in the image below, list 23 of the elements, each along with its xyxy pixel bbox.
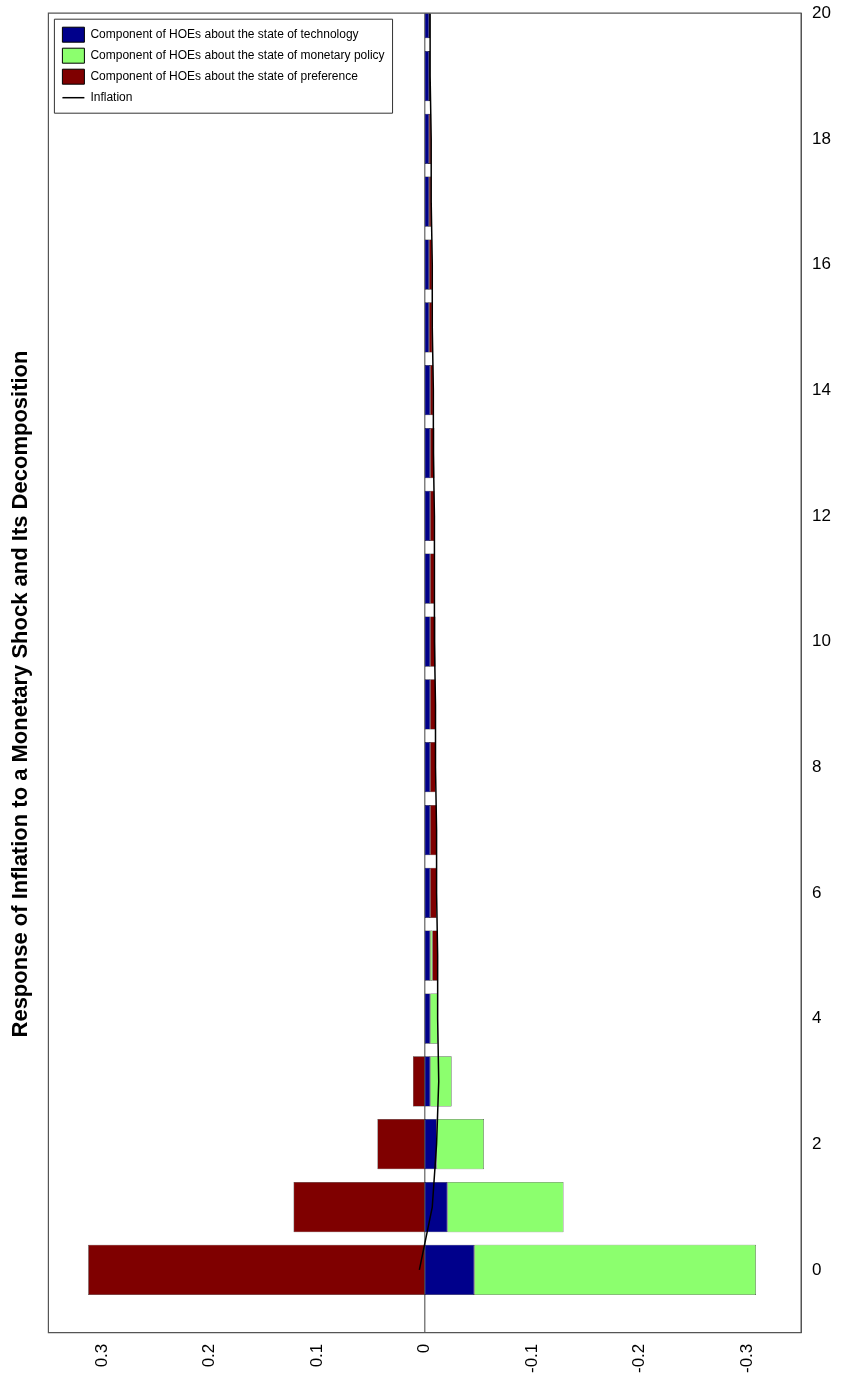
y-tick-label: 20 bbox=[812, 2, 832, 22]
x-tick-label: 0 bbox=[414, 1343, 434, 1354]
y-tick-label: 0 bbox=[812, 1259, 822, 1279]
legend-label: Component of HOEs about the state of monetary policy bbox=[90, 48, 385, 63]
y-tick-label: 12 bbox=[812, 505, 832, 525]
y-tick-label: 6 bbox=[812, 882, 822, 902]
y-tick-label: 16 bbox=[812, 254, 832, 274]
y-tick-label: 2 bbox=[812, 1133, 822, 1153]
x-tick-label: 0.1 bbox=[306, 1343, 326, 1368]
y-tick-label: 14 bbox=[812, 379, 832, 399]
x-tick-label: -0.2 bbox=[629, 1343, 649, 1373]
legend-label: Component of HOEs about the state of technology bbox=[90, 27, 359, 42]
x-tick-label: 0.3 bbox=[91, 1343, 111, 1368]
x-tick-label: 0.2 bbox=[199, 1343, 219, 1368]
text: Response of Inflation to a Monetary Shock and Its Decomposition bbox=[7, 350, 33, 1038]
y-tick-label: 18 bbox=[812, 128, 832, 148]
y-tick-label: 8 bbox=[812, 756, 822, 776]
y-tick-label: 10 bbox=[812, 631, 832, 651]
legend-label: Inflation bbox=[90, 90, 133, 105]
x-tick-label: -0.1 bbox=[521, 1343, 541, 1373]
y-tick-label: 4 bbox=[812, 1008, 822, 1028]
legend-label: Component of HOEs about the state of preference bbox=[90, 69, 359, 84]
x-tick-label: -0.3 bbox=[737, 1343, 757, 1373]
